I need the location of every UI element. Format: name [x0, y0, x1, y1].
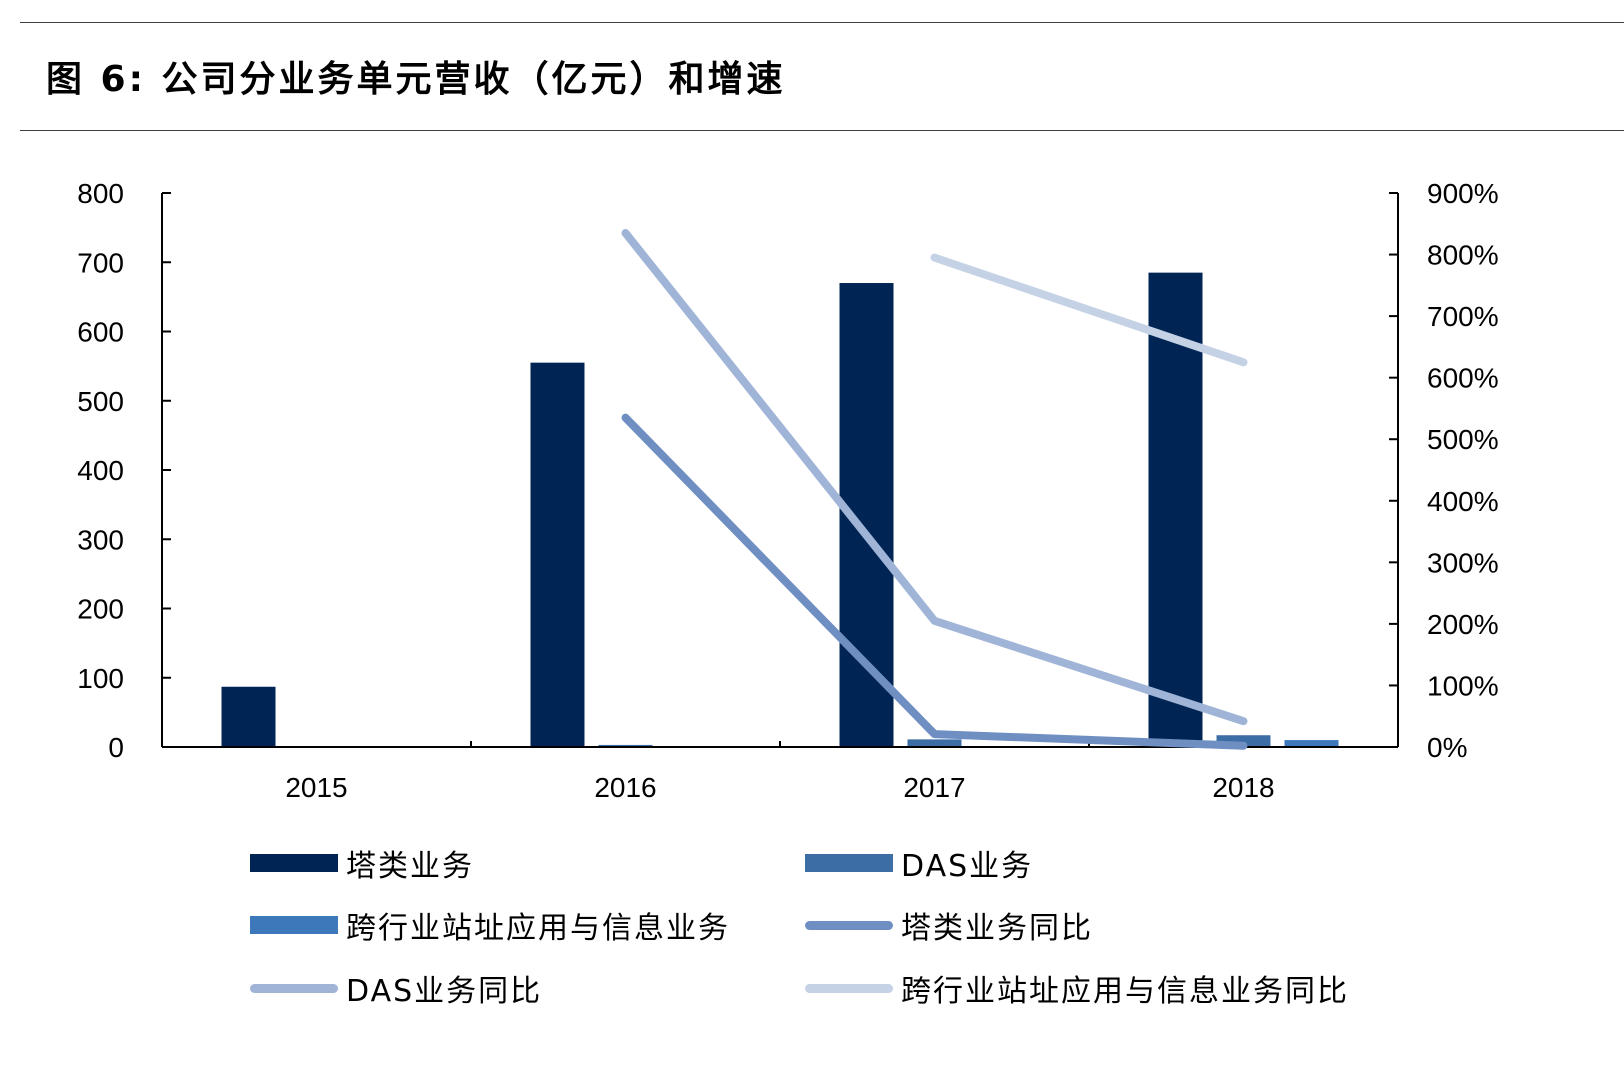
legend-item-tower-yoy: 塔类业务同比 — [805, 905, 1093, 946]
right-tick-label: 800% — [1427, 240, 1499, 271]
left-tick-label: 200 — [77, 594, 124, 625]
legend-item-das-yoy: DAS业务同比 — [250, 968, 543, 1009]
legend-item-das: DAS业务 — [805, 843, 1034, 884]
right-tick-label: 200% — [1427, 609, 1499, 640]
right-tick-label: 300% — [1427, 547, 1499, 578]
top-rule — [20, 22, 1624, 23]
legend-item-cross-industry: 跨行业站址应用与信息业务 — [250, 905, 730, 946]
right-tick-label: 600% — [1427, 363, 1499, 394]
right-tick-label: 0% — [1427, 732, 1467, 763]
x-tick-label: 2018 — [1212, 772, 1274, 803]
line-series-2 — [621, 229, 1248, 726]
bar-3-2018 — [1284, 740, 1339, 747]
bar-1-2015 — [221, 686, 276, 747]
legend-item-cross-industry-yoy: 跨行业站址应用与信息业务同比 — [805, 968, 1349, 1009]
legend-label-cross-industry-yoy: 跨行业站址应用与信息业务同比 — [901, 974, 1349, 1009]
right-tick-label: 900% — [1427, 178, 1499, 209]
left-tick-label: 300 — [77, 524, 124, 555]
left-tick-label: 400 — [77, 455, 124, 486]
left-tick-label: 700 — [77, 247, 124, 278]
left-tick-label: 800 — [77, 178, 124, 209]
legend-swatch-cross-industry — [250, 916, 338, 934]
line-series-3 — [930, 253, 1248, 367]
bar-2-2018 — [1216, 735, 1271, 747]
legend-swatch-cross-industry-yoy — [805, 983, 893, 993]
legend-label-das-yoy: DAS业务同比 — [346, 974, 543, 1009]
legend-swatch-das — [805, 854, 893, 872]
right-tick-label: 400% — [1427, 486, 1499, 517]
left-tick-label: 0 — [108, 732, 124, 763]
legend-swatch-das-yoy — [250, 983, 338, 993]
legend-swatch-tower-yoy — [805, 920, 893, 930]
bar-2-2017 — [907, 739, 962, 747]
bar-2-2016 — [598, 744, 653, 747]
legend-label-das: DAS业务 — [901, 849, 1034, 884]
legend-label-tower-yoy: 塔类业务同比 — [901, 911, 1093, 946]
left-tick-label: 500 — [77, 386, 124, 417]
legend-swatch-tower — [250, 854, 338, 872]
left-tick-label: 100 — [77, 663, 124, 694]
line-series-1 — [621, 413, 1248, 750]
bar-1-2018 — [1148, 272, 1203, 747]
legend-item-tower: 塔类业务 — [250, 843, 474, 884]
x-tick-label: 2017 — [903, 772, 965, 803]
right-tick-label: 500% — [1427, 424, 1499, 455]
figure-title: 图 6: 公司分业务单元营收（亿元）和增速 — [46, 59, 786, 100]
legend-label-cross-industry: 跨行业站址应用与信息业务 — [346, 911, 730, 946]
legend-label-tower: 塔类业务 — [346, 849, 474, 884]
right-tick-label: 700% — [1427, 301, 1499, 332]
title-rule — [20, 130, 1624, 131]
left-tick-label: 600 — [77, 317, 124, 348]
x-tick-label: 2016 — [594, 772, 656, 803]
bar-1-2016 — [530, 362, 585, 747]
right-tick-label: 100% — [1427, 670, 1499, 701]
x-tick-label: 2015 — [285, 772, 347, 803]
